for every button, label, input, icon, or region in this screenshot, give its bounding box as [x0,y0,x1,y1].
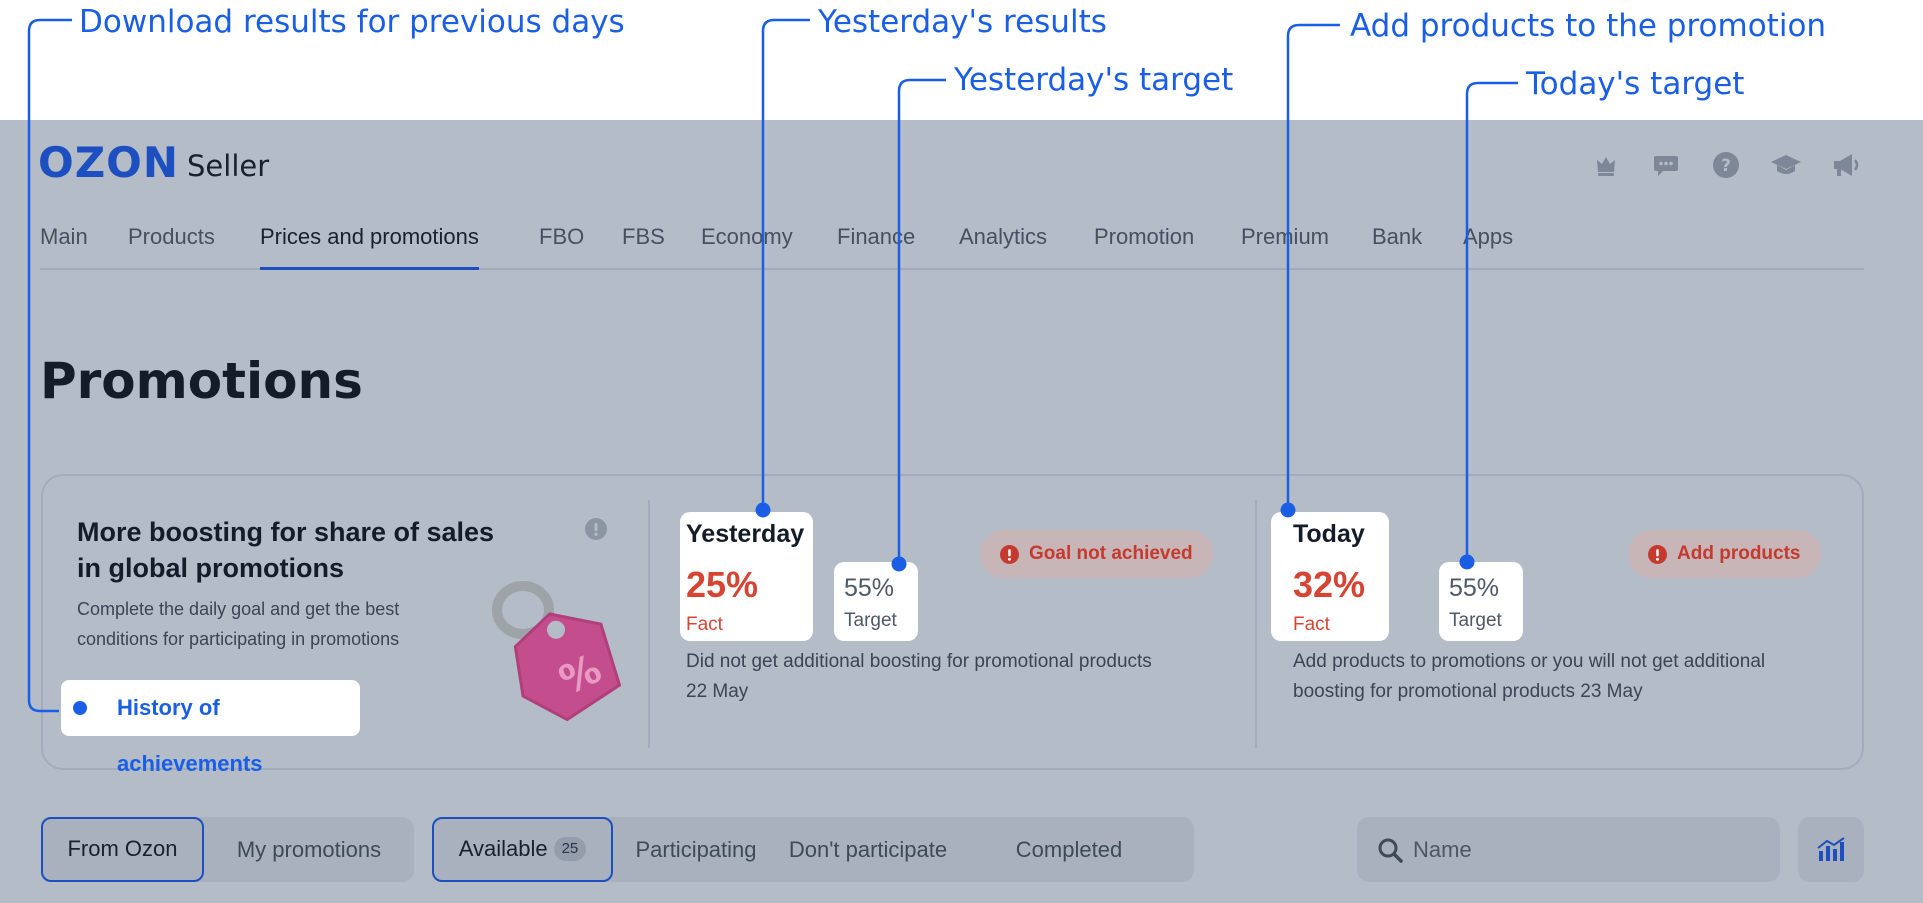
page-title: Promotions [40,352,363,410]
main-nav: Main Products Prices and promotions FBO … [40,214,1864,270]
svg-text:?: ? [1721,156,1731,176]
analytics-chart-button[interactable] [1798,817,1864,882]
academy-icon[interactable] [1769,148,1803,182]
today-target-value: 55% [1449,574,1500,602]
section-divider [648,500,650,748]
tab-dont-participate[interactable]: Don't participate [788,837,948,862]
status-tabs: Available 25 Participating Don't particip… [432,817,1194,882]
callout-add-products: Add products to the promotion [1350,8,1827,44]
nav-item-finance[interactable]: Finance [837,224,916,249]
yesterday-fact-label: Fact [686,614,723,635]
available-count-badge: 25 [553,837,587,861]
tab-available-label: Available [458,836,548,861]
source-tabs: From Ozon My promotions [41,817,414,882]
seller-app: OZON Seller ? Main Products Prices and p… [0,120,1923,903]
status-badge-goal-not-achieved: Goal not achieved [980,530,1213,578]
today-fact-card: Today 32% Fact [1271,512,1389,641]
yesterday-label: Yesterday [686,520,805,548]
today-note: Add products to promotions or you will n… [1293,651,1766,702]
chat-icon[interactable] [1649,148,1683,182]
logo-suffix: Seller [187,149,270,183]
today-label: Today [1293,520,1365,548]
info-icon[interactable] [585,518,607,545]
alert-icon [1000,544,1019,564]
chart-icon [1817,836,1845,861]
status-text: Goal not achieved [1029,543,1193,564]
add-products-label: Add products [1677,543,1801,564]
nav-item-premium[interactable]: Premium [1241,224,1330,249]
tab-from-ozon[interactable]: From Ozon [41,817,204,882]
nav-item-apps[interactable]: Apps [1463,224,1514,249]
yesterday-target-card: 55% Target [834,562,918,641]
annotation-strip [0,0,1923,120]
nav-item-fbs[interactable]: FBS [622,224,665,249]
header-icons: ? [1589,148,1863,182]
yesterday-note: Did not get additional boosting for prom… [686,651,1152,702]
section-divider [1255,500,1257,748]
today-fact-value: 32% [1293,564,1366,605]
promo-boost-card: More boosting for share of sales in glob… [41,474,1864,776]
announcement-icon[interactable] [1829,148,1863,182]
nav-item-products[interactable]: Products [128,224,215,249]
promo-description: Complete the daily goal and get the best… [77,599,400,649]
today-fact-label: Fact [1293,614,1330,635]
discount-tag-icon: % [483,576,653,741]
tab-my-promotions[interactable]: My promotions [236,837,382,862]
nav-item-promotion[interactable]: Promotion [1094,224,1195,249]
nav-item-analytics[interactable]: Analytics [959,224,1048,249]
yesterday-fact-card: Yesterday 25% Fact [680,512,813,641]
callout-marker [73,701,87,715]
today-target-card: 55% Target [1439,562,1523,641]
nav-item-economy[interactable]: Economy [701,224,793,249]
tab-completed[interactable]: Completed [1015,837,1123,862]
callout-yesterday-results: Yesterday's results [818,4,1107,40]
ozon-seller-logo[interactable]: OZON Seller [38,142,269,184]
search-icon [1378,838,1403,863]
nav-item-prices-and-promotions[interactable]: Prices and promotions [260,214,479,270]
nav-item-fbo[interactable]: FBO [539,224,585,249]
yesterday-target-label: Target [844,610,897,631]
history-of-achievements-link[interactable]: History of achievements [61,680,360,776]
alert-icon [1648,544,1667,564]
nav-item-main[interactable]: Main [40,224,88,249]
search-box [1357,817,1780,882]
logo-mark: OZON [38,138,180,187]
search-input[interactable] [1413,817,1763,882]
help-icon[interactable]: ? [1709,148,1743,182]
callout-history: Download results for previous days [79,4,625,40]
tab-participating[interactable]: Participating [635,837,757,862]
yesterday-target-value: 55% [844,574,895,602]
today-target-label: Target [1449,610,1502,631]
callout-yesterday-target: Yesterday's target [954,62,1234,98]
yesterday-fact-value: 25% [686,564,759,605]
history-link-label: History of achievements [117,695,263,776]
nav-item-bank[interactable]: Bank [1372,224,1423,249]
add-products-button[interactable]: Add products [1628,530,1821,578]
callout-today-target: Today's target [1526,66,1745,102]
promo-heading: More boosting for share of sales in glob… [77,517,495,583]
tab-available[interactable]: Available 25 [432,817,613,882]
crown-icon[interactable] [1589,148,1623,182]
